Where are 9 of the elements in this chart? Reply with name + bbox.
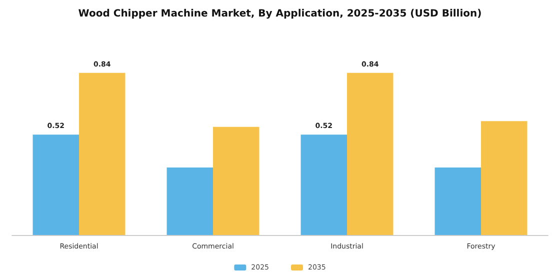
bar bbox=[434, 167, 481, 235]
bar bbox=[300, 134, 347, 235]
bar bbox=[32, 134, 79, 235]
chart-title: Wood Chipper Machine Market, By Application, 2025-2035 (USD Billion) bbox=[78, 8, 482, 20]
bar bbox=[481, 121, 528, 235]
bar bbox=[166, 167, 213, 235]
bar bbox=[213, 126, 260, 235]
bar bbox=[79, 72, 126, 235]
bar bbox=[347, 72, 394, 235]
